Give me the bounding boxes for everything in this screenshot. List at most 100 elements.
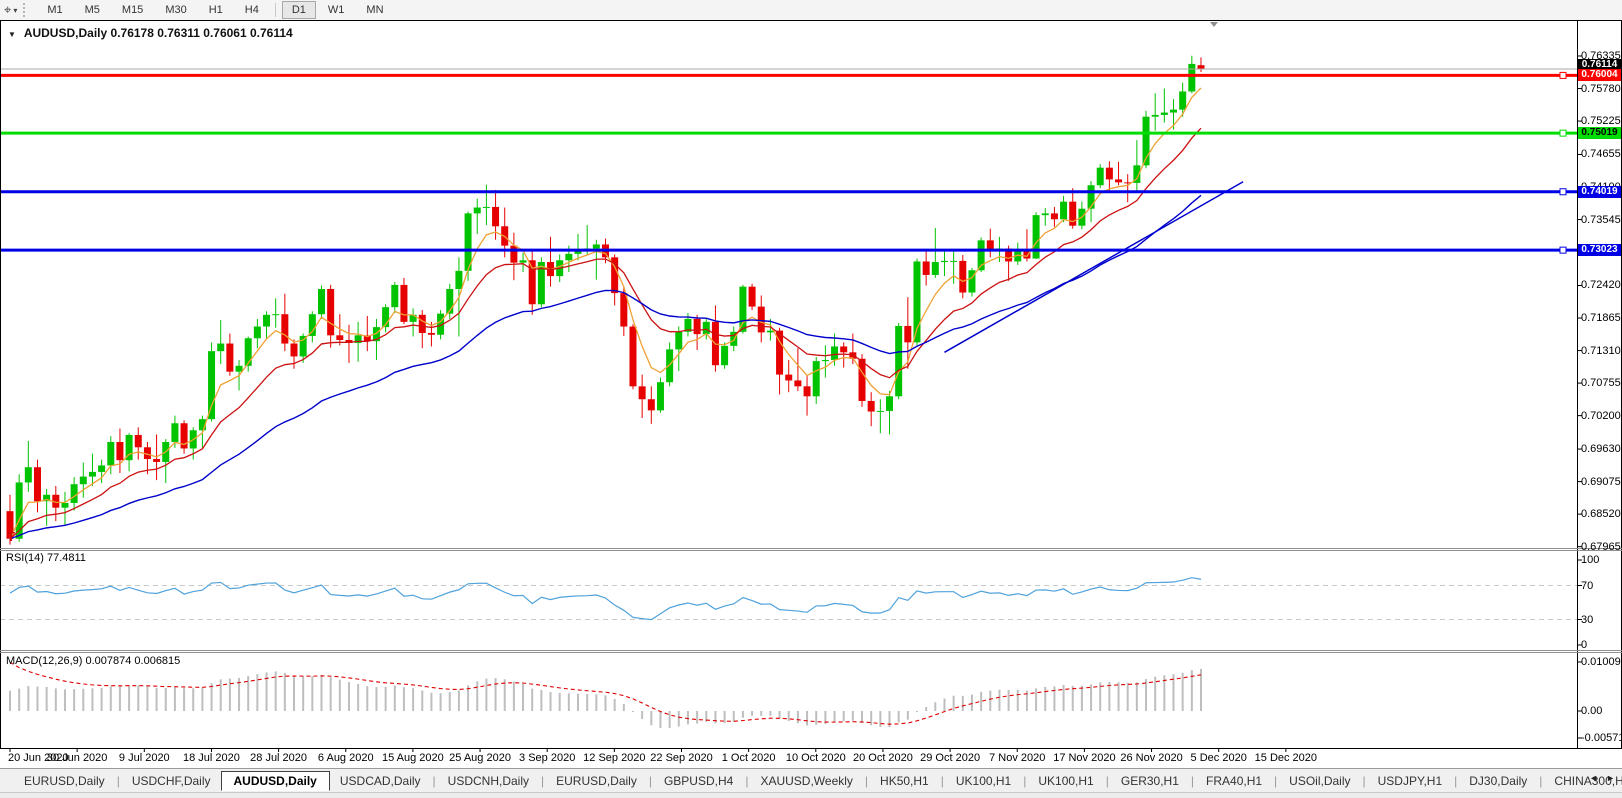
chart-shift-marker-icon[interactable] bbox=[1210, 22, 1218, 27]
date-axis-label: 20 Oct 2020 bbox=[852, 752, 913, 764]
date-axis-label: 15 Aug 2020 bbox=[381, 752, 444, 764]
tab-separator: | bbox=[1454, 773, 1458, 788]
chart-tab-uk100-h1[interactable]: UK100,H1 bbox=[1038, 773, 1094, 788]
date-axis-label: 28 Jul 2020 bbox=[250, 752, 308, 764]
toolbar: ⌖ ▾ M1 M5 M15 M30 H1 H4 D1 W1 MN bbox=[0, 0, 1622, 20]
status-bar bbox=[0, 792, 1622, 798]
price-axis-label: 0.71310 bbox=[1581, 344, 1621, 357]
chart-tab-ger30-h1[interactable]: GER30,H1 bbox=[1120, 773, 1179, 788]
price-axis-label: 0.72420 bbox=[1581, 279, 1621, 292]
chart-tab-usdchf-daily[interactable]: USDCHF,Daily bbox=[131, 773, 211, 788]
chart-tab-uk100-h1[interactable]: UK100,H1 bbox=[955, 773, 1012, 788]
chevron-down-icon[interactable]: ▾ bbox=[13, 5, 18, 15]
timeframe-button-m1[interactable]: M1 bbox=[47, 4, 63, 16]
macd-axis-label: -0.005711 bbox=[1581, 732, 1622, 744]
tab-separator: | bbox=[432, 773, 436, 788]
hline-price-badge: 0.74019 bbox=[1578, 185, 1621, 198]
rsi-axis-label: 100 bbox=[1581, 554, 1600, 566]
date-axis-label: 9 Jul 2020 bbox=[118, 752, 170, 764]
price-axis-label: 0.69630 bbox=[1581, 443, 1621, 456]
timeframe-button-m15[interactable]: M15 bbox=[121, 4, 144, 16]
tab-separator: | bbox=[1105, 773, 1109, 788]
price-axis-label: 0.68520 bbox=[1581, 508, 1621, 521]
date-axis-label: 20 Jun 2020 bbox=[8, 752, 69, 764]
tab-separator: | bbox=[1023, 773, 1027, 788]
date-axis-label: 29 Oct 2020 bbox=[920, 752, 981, 764]
date-axis-label: 7 Nov 2020 bbox=[989, 752, 1046, 764]
chart-ohlc-values: 0.76178 0.76311 0.76061 0.76114 bbox=[110, 26, 293, 40]
timeframe-button-w1[interactable]: W1 bbox=[327, 4, 345, 16]
current-price-badge: 0.76114 bbox=[1578, 58, 1621, 71]
chart-symbol-period: AUDUSD,Daily bbox=[23, 26, 108, 40]
date-axis-label: 22 Sep 2020 bbox=[650, 752, 713, 764]
toolbar-grip-handle[interactable] bbox=[23, 3, 28, 17]
chart-tab-usdcnh-daily[interactable]: USDCNH,Daily bbox=[447, 773, 530, 788]
crosshair-cursor-icon[interactable]: ⌖ bbox=[4, 2, 12, 17]
date-axis-label: 10 Oct 2020 bbox=[785, 752, 846, 764]
timeframe-button-h1[interactable]: H1 bbox=[208, 4, 223, 16]
chart-tab-audusd-daily[interactable]: AUDUSD,Daily bbox=[220, 770, 330, 791]
price-axis-label: 0.73545 bbox=[1581, 213, 1621, 226]
date-axis-label: 25 Aug 2020 bbox=[449, 752, 511, 764]
chart-tab-hk50-h1[interactable]: HK50,H1 bbox=[880, 773, 929, 788]
tab-separator: | bbox=[541, 773, 545, 788]
chart-tab-dj30-daily[interactable]: DJ30,Daily bbox=[1469, 773, 1528, 788]
hline-price-badge: 0.76004 bbox=[1578, 69, 1621, 82]
price-axis-label: 0.71865 bbox=[1581, 312, 1621, 325]
tab-separator: | bbox=[648, 773, 652, 788]
chart-tab-eurusd-daily[interactable]: EURUSD,Daily bbox=[24, 773, 105, 788]
chart-tab-usdcad-daily[interactable]: USDCAD,Daily bbox=[339, 773, 421, 788]
tab-scroll-right-icon[interactable]: ► bbox=[1606, 773, 1615, 783]
tab-separator: | bbox=[745, 773, 749, 788]
hline-price-badge: 0.75019 bbox=[1578, 127, 1621, 140]
tab-scroll-left-icon[interactable]: ◄ bbox=[1589, 773, 1599, 783]
chart-tab-china300-h1[interactable]: CHINA300,H1 bbox=[1554, 773, 1622, 788]
tab-separator: | bbox=[940, 773, 944, 788]
price-axis-label: 0.69075 bbox=[1581, 475, 1621, 488]
date-axis-label: 12 Sep 2020 bbox=[583, 752, 646, 764]
price-axis-label: 0.70755 bbox=[1581, 377, 1621, 390]
chart-tab-usdjpy-h1[interactable]: USDJPY,H1 bbox=[1377, 773, 1443, 788]
timeframe-button-h4[interactable]: H4 bbox=[244, 4, 259, 16]
rsi-axis-label: 70 bbox=[1581, 579, 1594, 592]
macd-axis-label: 0.010099 bbox=[1581, 656, 1622, 668]
date-axis-label: 17 Nov 2020 bbox=[1053, 752, 1116, 764]
chart-tab-bar: EURUSD,Daily | USDCHF,Daily AUDUSD,Daily USD… bbox=[0, 768, 1622, 792]
chart-tab-eurusd-daily[interactable]: EURUSD,Daily bbox=[556, 773, 637, 788]
tab-separator: | bbox=[1274, 773, 1278, 788]
timeframe-button-mn[interactable]: MN bbox=[366, 4, 384, 16]
price-axis-label: 0.70200 bbox=[1581, 409, 1621, 422]
date-axis-label: 6 Aug 2020 bbox=[317, 752, 374, 764]
chart-tab-xauusd-weekly[interactable]: XAUUSD,Weekly bbox=[760, 773, 853, 788]
tab-separator: | bbox=[116, 773, 120, 788]
date-axis-label: 30 Jun 2020 bbox=[46, 752, 108, 764]
chart-tab-gbpusd-h4[interactable]: GBPUSD,H4 bbox=[663, 773, 734, 788]
timeframe-button-d1[interactable]: D1 bbox=[281, 1, 316, 19]
chart-object-label-t[interactable]: T bbox=[7, 529, 15, 544]
rsi-axis-label: 0 bbox=[1581, 639, 1588, 651]
chart-tab-usoil-daily[interactable]: USOil,Daily bbox=[1289, 773, 1351, 788]
price-axis-label: 0.75780 bbox=[1581, 82, 1621, 95]
dropdown-arrow-icon[interactable]: ▼ bbox=[8, 30, 16, 39]
timeframe-button-m5[interactable]: M5 bbox=[84, 4, 100, 16]
macd-axis-label: 0.00 bbox=[1581, 705, 1603, 717]
timeframe-button-m30[interactable]: M30 bbox=[165, 4, 187, 16]
date-axis-label: 26 Nov 2020 bbox=[1120, 752, 1183, 764]
timeframe-button-group: M1 M5 M15 M30 H1 H4 D1 W1 MN bbox=[36, 1, 394, 19]
hline-price-badge: 0.73023 bbox=[1578, 244, 1621, 257]
price-axis-label: 0.74655 bbox=[1581, 148, 1621, 161]
tab-scroll-arrows: ◄ ► bbox=[1585, 773, 1619, 783]
price-axis-label: 0.67965 bbox=[1581, 540, 1621, 553]
macd-indicator-label: MACD(12,26,9) 0.007874 0.006815 bbox=[6, 655, 181, 667]
date-axis-label: 18 Jul 2020 bbox=[182, 752, 240, 764]
date-axis-label: 5 Dec 2020 bbox=[1190, 752, 1247, 764]
chart-tab-fra40-h1[interactable]: FRA40,H1 bbox=[1206, 773, 1263, 788]
tab-separator: | bbox=[1539, 773, 1543, 788]
tab-separator: | bbox=[1190, 773, 1195, 788]
toolbar-separator bbox=[274, 3, 276, 17]
date-axis-label: 3 Sep 2020 bbox=[519, 752, 576, 764]
date-axis-label: 15 Dec 2020 bbox=[1254, 752, 1318, 764]
chart-title: ▼ AUDUSD,Daily 0.76178 0.76311 0.76061 0… bbox=[8, 26, 293, 40]
